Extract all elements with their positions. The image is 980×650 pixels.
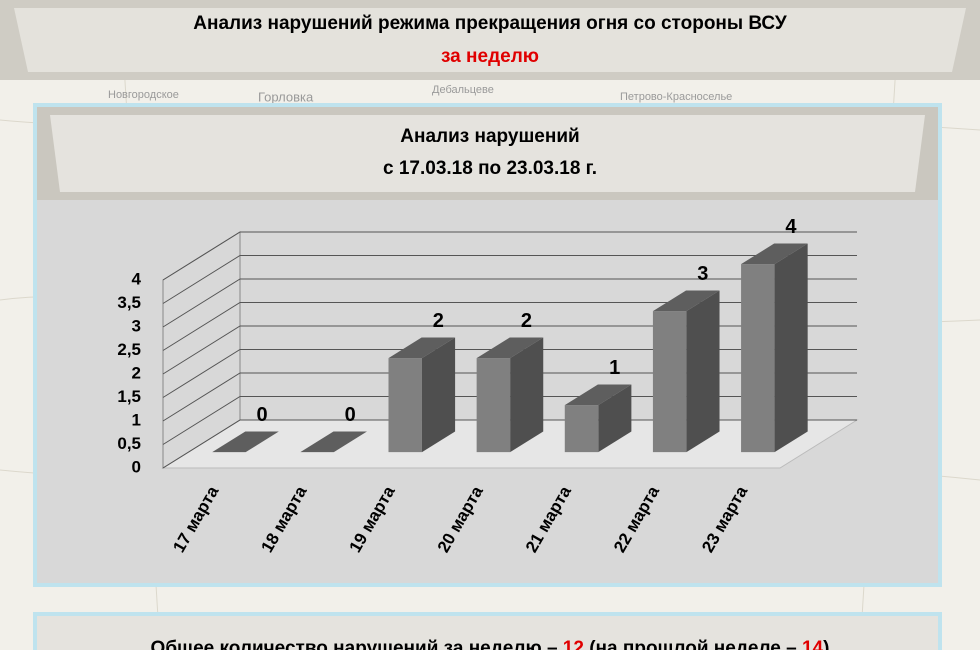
bar-top bbox=[300, 431, 367, 453]
y-tick-label: 4 bbox=[132, 269, 142, 288]
value-label: 1 bbox=[609, 357, 620, 379]
map-label: Дебальцеве bbox=[432, 84, 494, 96]
grid-line bbox=[162, 396, 857, 445]
grid-line bbox=[162, 255, 857, 304]
y-tick-label: 3,5 bbox=[117, 293, 141, 312]
grid-line bbox=[162, 419, 857, 469]
bar-front bbox=[652, 311, 687, 453]
bar-front bbox=[476, 358, 511, 453]
y-tick-label: 2 bbox=[132, 363, 141, 382]
value-label: 0 bbox=[257, 404, 268, 426]
map-label: Новгородское bbox=[108, 89, 179, 101]
y-tick-label: 3 bbox=[132, 316, 141, 335]
bar-top bbox=[388, 337, 456, 359]
header-subtitle: за неделю bbox=[441, 46, 539, 67]
summary-text: (на прошлой неделе – bbox=[584, 638, 802, 650]
grid-line bbox=[162, 278, 857, 328]
header-banner bbox=[0, 0, 980, 80]
grid-line bbox=[162, 231, 857, 281]
bar-top bbox=[476, 337, 544, 359]
header-title: Анализ нарушений режима прекращения огня… bbox=[193, 13, 787, 34]
summary-this-week: 12 bbox=[563, 638, 584, 650]
bar-side bbox=[421, 337, 456, 453]
y-tick-label: 0 bbox=[132, 457, 141, 476]
summary-text: Общее количество нарушений за неделю – bbox=[151, 638, 563, 650]
grid-line bbox=[162, 325, 857, 375]
summary-text: ) bbox=[823, 638, 829, 650]
y-tick-label: 0,5 bbox=[117, 434, 141, 453]
bar-top bbox=[564, 384, 632, 406]
map-label: Горловка bbox=[258, 89, 314, 104]
y-tick-label: 2,5 bbox=[117, 340, 141, 359]
bar-side bbox=[510, 337, 544, 453]
value-label: 3 bbox=[697, 263, 708, 285]
value-label: 2 bbox=[521, 310, 532, 332]
bar-side bbox=[686, 290, 720, 453]
grid-line bbox=[162, 372, 857, 422]
y-tick-label: 1,5 bbox=[117, 387, 141, 406]
grid-line bbox=[162, 302, 857, 351]
summary: Общее количество нарушений за неделю – 1… bbox=[151, 638, 830, 650]
bar-top bbox=[652, 290, 720, 312]
bar-front bbox=[741, 264, 775, 453]
bar-front bbox=[388, 358, 422, 453]
value-label: 4 bbox=[785, 216, 797, 238]
grid-line bbox=[162, 349, 857, 398]
map-label: Петрово-Красноселье bbox=[620, 91, 732, 103]
chart-subtitle: с 17.03.18 по 23.03.18 г. bbox=[383, 158, 597, 179]
bar-top bbox=[741, 243, 808, 265]
value-label: 2 bbox=[433, 310, 444, 332]
summary-box bbox=[33, 612, 942, 650]
bar-top bbox=[212, 431, 279, 453]
bar-front bbox=[564, 405, 599, 453]
summary-last-week: 14 bbox=[802, 638, 824, 650]
chart-title: Анализ нарушений bbox=[400, 126, 579, 147]
value-label: 0 bbox=[345, 404, 356, 426]
bar-side bbox=[774, 243, 808, 453]
y-tick-label: 1 bbox=[132, 410, 141, 429]
bar-side bbox=[598, 384, 632, 453]
